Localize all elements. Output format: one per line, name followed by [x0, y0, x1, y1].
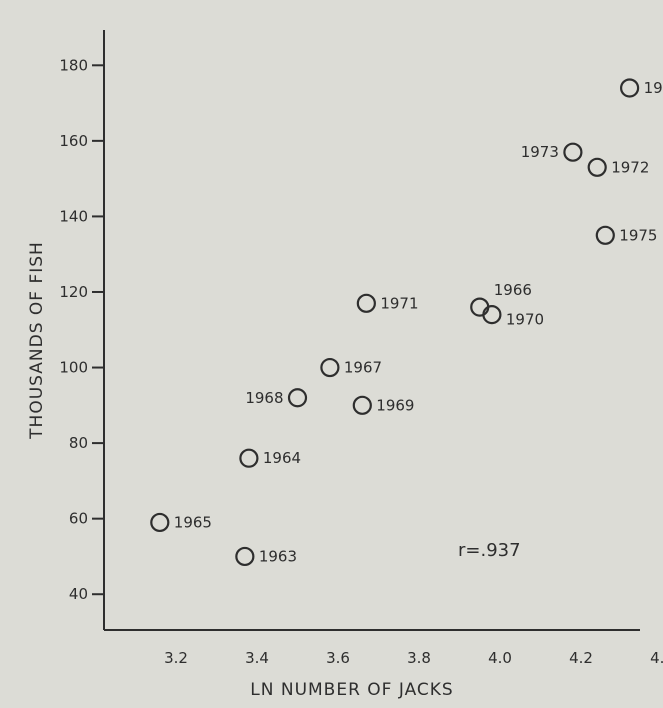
y-tick-label: 160 [59, 132, 88, 150]
data-point-label: 1963 [259, 547, 297, 565]
data-point [287, 388, 308, 408]
data-point [482, 305, 502, 325]
data-point-label: 1975 [619, 226, 657, 244]
x-tick-label: 3.6 [326, 649, 350, 667]
correlation-annotation: r=.937 [458, 540, 521, 561]
x-axis-title: LN NUMBER OF JACKS [250, 680, 453, 700]
x-axis-ticks: 3.2 3.4 3.6 3.8 4.0 4.2 4.4 [164, 649, 663, 667]
data-point [470, 297, 490, 317]
x-tick-label: 4.2 [569, 649, 593, 667]
data-point [356, 293, 376, 313]
data-point [587, 157, 607, 177]
y-tick-label: 60 [69, 510, 88, 528]
data-point-label: 1971 [380, 294, 418, 312]
data-point-label: 1970 [506, 311, 544, 329]
data-point-label: 1968 [245, 389, 283, 407]
x-tick-label: 3.4 [245, 649, 269, 667]
y-tick-label: 100 [59, 359, 88, 377]
y-tick-label: 40 [69, 585, 88, 603]
y-tick-label: 180 [59, 56, 88, 74]
data-point-label: 1966 [494, 281, 532, 299]
data-point [150, 512, 170, 533]
data-point [235, 546, 255, 567]
x-tick-label: 4.4 [650, 649, 663, 667]
data-point [352, 395, 372, 415]
data-point [619, 78, 640, 98]
data-point [320, 357, 340, 378]
y-axis-title: THOUSANDS OF FISH [27, 241, 47, 440]
data-point-label: 1967 [344, 359, 382, 377]
data-points: 1963 1964 1965 1966 1967 1968 1969 1970 1971 1972… [150, 78, 663, 567]
data-point [239, 448, 259, 468]
y-tick-label: 80 [69, 434, 88, 452]
y-tick-label: 120 [59, 283, 88, 301]
x-tick-label: 3.2 [164, 649, 188, 667]
data-point-label: 1969 [376, 396, 414, 414]
x-tick-label: 3.8 [407, 649, 431, 667]
y-tick-label: 140 [59, 207, 88, 225]
data-point-label: 1965 [174, 513, 212, 531]
data-point-label: 1972 [611, 158, 649, 176]
data-point-label: 1974 [644, 79, 663, 97]
x-tick-label: 4.0 [488, 649, 512, 667]
data-point-label: 1973 [521, 143, 559, 161]
data-point-label: 1964 [263, 449, 301, 467]
data-point [595, 225, 615, 245]
y-axis-ticks: 40 60 80 100 120 140 160 180 [59, 56, 104, 603]
data-point [563, 142, 583, 162]
